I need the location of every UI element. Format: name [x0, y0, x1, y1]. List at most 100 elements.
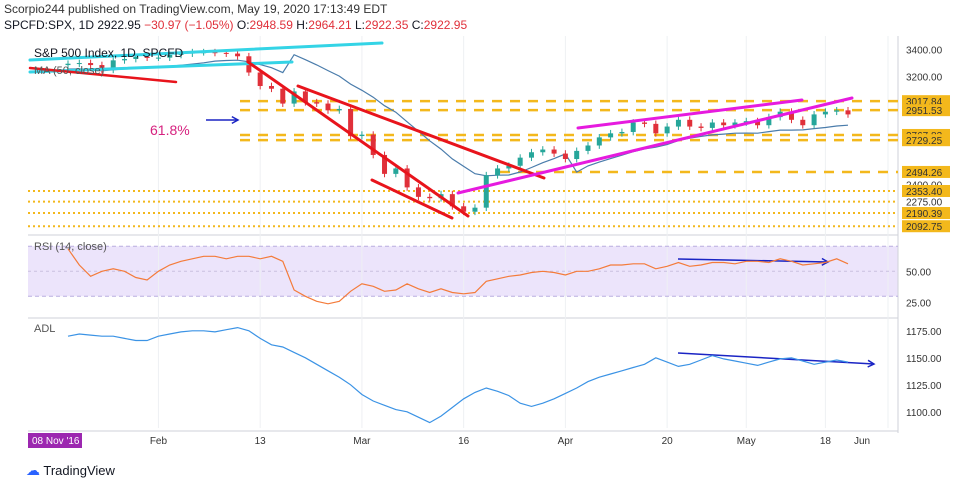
adl-divergence-arrow-head — [867, 359, 876, 368]
published-line: Scorpio244 published on TradingView.com,… — [4, 2, 388, 16]
candle-body — [280, 88, 286, 104]
candle-body — [65, 63, 71, 66]
trendline-magenta-upper — [576, 98, 804, 130]
price-tick-2: 3017.84 — [906, 97, 943, 108]
candle-body — [822, 111, 828, 115]
price-tick-11: 2092.75 — [906, 222, 943, 233]
axes: 3400.003200.003017.842951.532767.832729.… — [28, 46, 950, 448]
ohlc-line: SPCFD:SPX, 1D 2922.95 −30.97 (−1.05%) O:… — [4, 18, 467, 32]
candle-body — [122, 58, 128, 61]
x-tick-0: Feb — [150, 436, 168, 447]
grid — [28, 36, 898, 428]
fib-label: 61.8% — [150, 122, 190, 138]
adl-tick-3: 1100.00 — [906, 408, 942, 419]
trendline-red-top — [28, 66, 178, 84]
x-tick-2: Mar — [353, 436, 371, 447]
candle-body — [517, 157, 523, 166]
candle-body — [348, 108, 354, 137]
price-tag-bg — [902, 165, 950, 178]
candle-body — [845, 110, 851, 115]
candle-body — [721, 122, 727, 126]
candle-body — [257, 72, 263, 87]
candle-body — [675, 119, 681, 127]
candle-body — [687, 119, 693, 127]
tradingview-cloud-icon: ☁ — [26, 462, 40, 478]
candle-body — [506, 165, 512, 169]
candle-body — [235, 53, 241, 57]
candle-body — [834, 110, 840, 112]
candle-body — [212, 52, 218, 54]
x-tick-5: 20 — [662, 436, 674, 447]
candle-body — [495, 168, 501, 176]
close-value: 2922.95 — [423, 18, 468, 32]
candle-body — [585, 145, 591, 151]
candle-body — [393, 168, 399, 174]
candle-body — [404, 168, 410, 188]
price-tick-6: 2494.26 — [906, 168, 943, 179]
trendlines[interactable] — [28, 41, 876, 368]
adl-panel — [67, 326, 849, 424]
ma-line — [67, 53, 849, 177]
date-badge-bg — [28, 433, 82, 448]
price-tick-0: 3400.00 — [906, 46, 943, 57]
open-value: 2948.59 — [249, 18, 293, 32]
candle-body — [336, 108, 342, 111]
candle-body — [427, 196, 433, 199]
price-tag-bg — [902, 184, 950, 197]
candle-body — [766, 117, 772, 126]
chart-labels: S&P 500 Index, 1D, SPCFD MA (50, close) 61… — [34, 46, 190, 335]
ma-line — [67, 53, 849, 177]
low-value: 2922.35 — [365, 18, 409, 32]
candle-body — [472, 207, 478, 212]
date-badge: 08 Nov '16 — [32, 436, 80, 447]
adl-tick-1: 1150.00 — [906, 354, 942, 365]
candle-body — [155, 57, 161, 59]
candle-body — [461, 206, 467, 212]
fib-arrow-head — [231, 115, 240, 125]
x-tick-3: 16 — [458, 436, 470, 447]
candle-body — [528, 152, 534, 158]
adl-tick-2: 1125.00 — [906, 381, 942, 392]
high-value: 2964.21 — [308, 18, 352, 32]
rsi-divergence-arrow — [677, 258, 829, 263]
price-tick-1: 3200.00 — [906, 73, 943, 84]
candle-body — [382, 154, 388, 174]
candle-body — [732, 122, 738, 126]
tradingview-logo: ☁ TradingView — [26, 462, 115, 479]
candle-body — [268, 86, 274, 89]
candle-body — [755, 121, 761, 126]
candle-body — [359, 134, 365, 137]
trendline-red-wedge-lower — [370, 178, 454, 220]
adl-divergence-arrow — [677, 352, 875, 365]
x-tick-1: 13 — [255, 436, 267, 447]
candle-body — [698, 126, 704, 128]
candle-body — [99, 65, 105, 70]
candle-body — [562, 153, 568, 160]
candle-body — [596, 137, 602, 146]
candle-body — [167, 54, 173, 58]
high-label: H: — [296, 18, 309, 32]
candle-body — [76, 63, 82, 65]
candle-body — [664, 126, 670, 134]
candle-body — [619, 131, 625, 134]
trendline-cyan-upper — [28, 41, 384, 62]
candle-body — [709, 122, 715, 128]
rsi-title: RSI (14, close) — [34, 241, 107, 253]
candle-body — [743, 121, 749, 123]
ma-label: MA (50, close) — [34, 65, 104, 77]
price-tick-10: 2190.39 — [906, 209, 943, 220]
price-tick-8: 2353.40 — [906, 187, 943, 198]
candle-body — [133, 56, 139, 59]
candle-body — [811, 114, 817, 126]
candle-body — [178, 53, 184, 55]
price-tick-5: 2729.25 — [906, 136, 943, 147]
adl-title: ADL — [34, 323, 55, 335]
candle-body — [800, 119, 806, 126]
candle-body — [88, 63, 94, 66]
price-title: S&P 500 Index, 1D, SPCFD — [34, 46, 184, 60]
low-label: L: — [355, 18, 366, 32]
price-tick-3: 2951.53 — [906, 106, 943, 117]
trendline-red-steep — [246, 60, 470, 218]
candle-body — [653, 123, 659, 134]
